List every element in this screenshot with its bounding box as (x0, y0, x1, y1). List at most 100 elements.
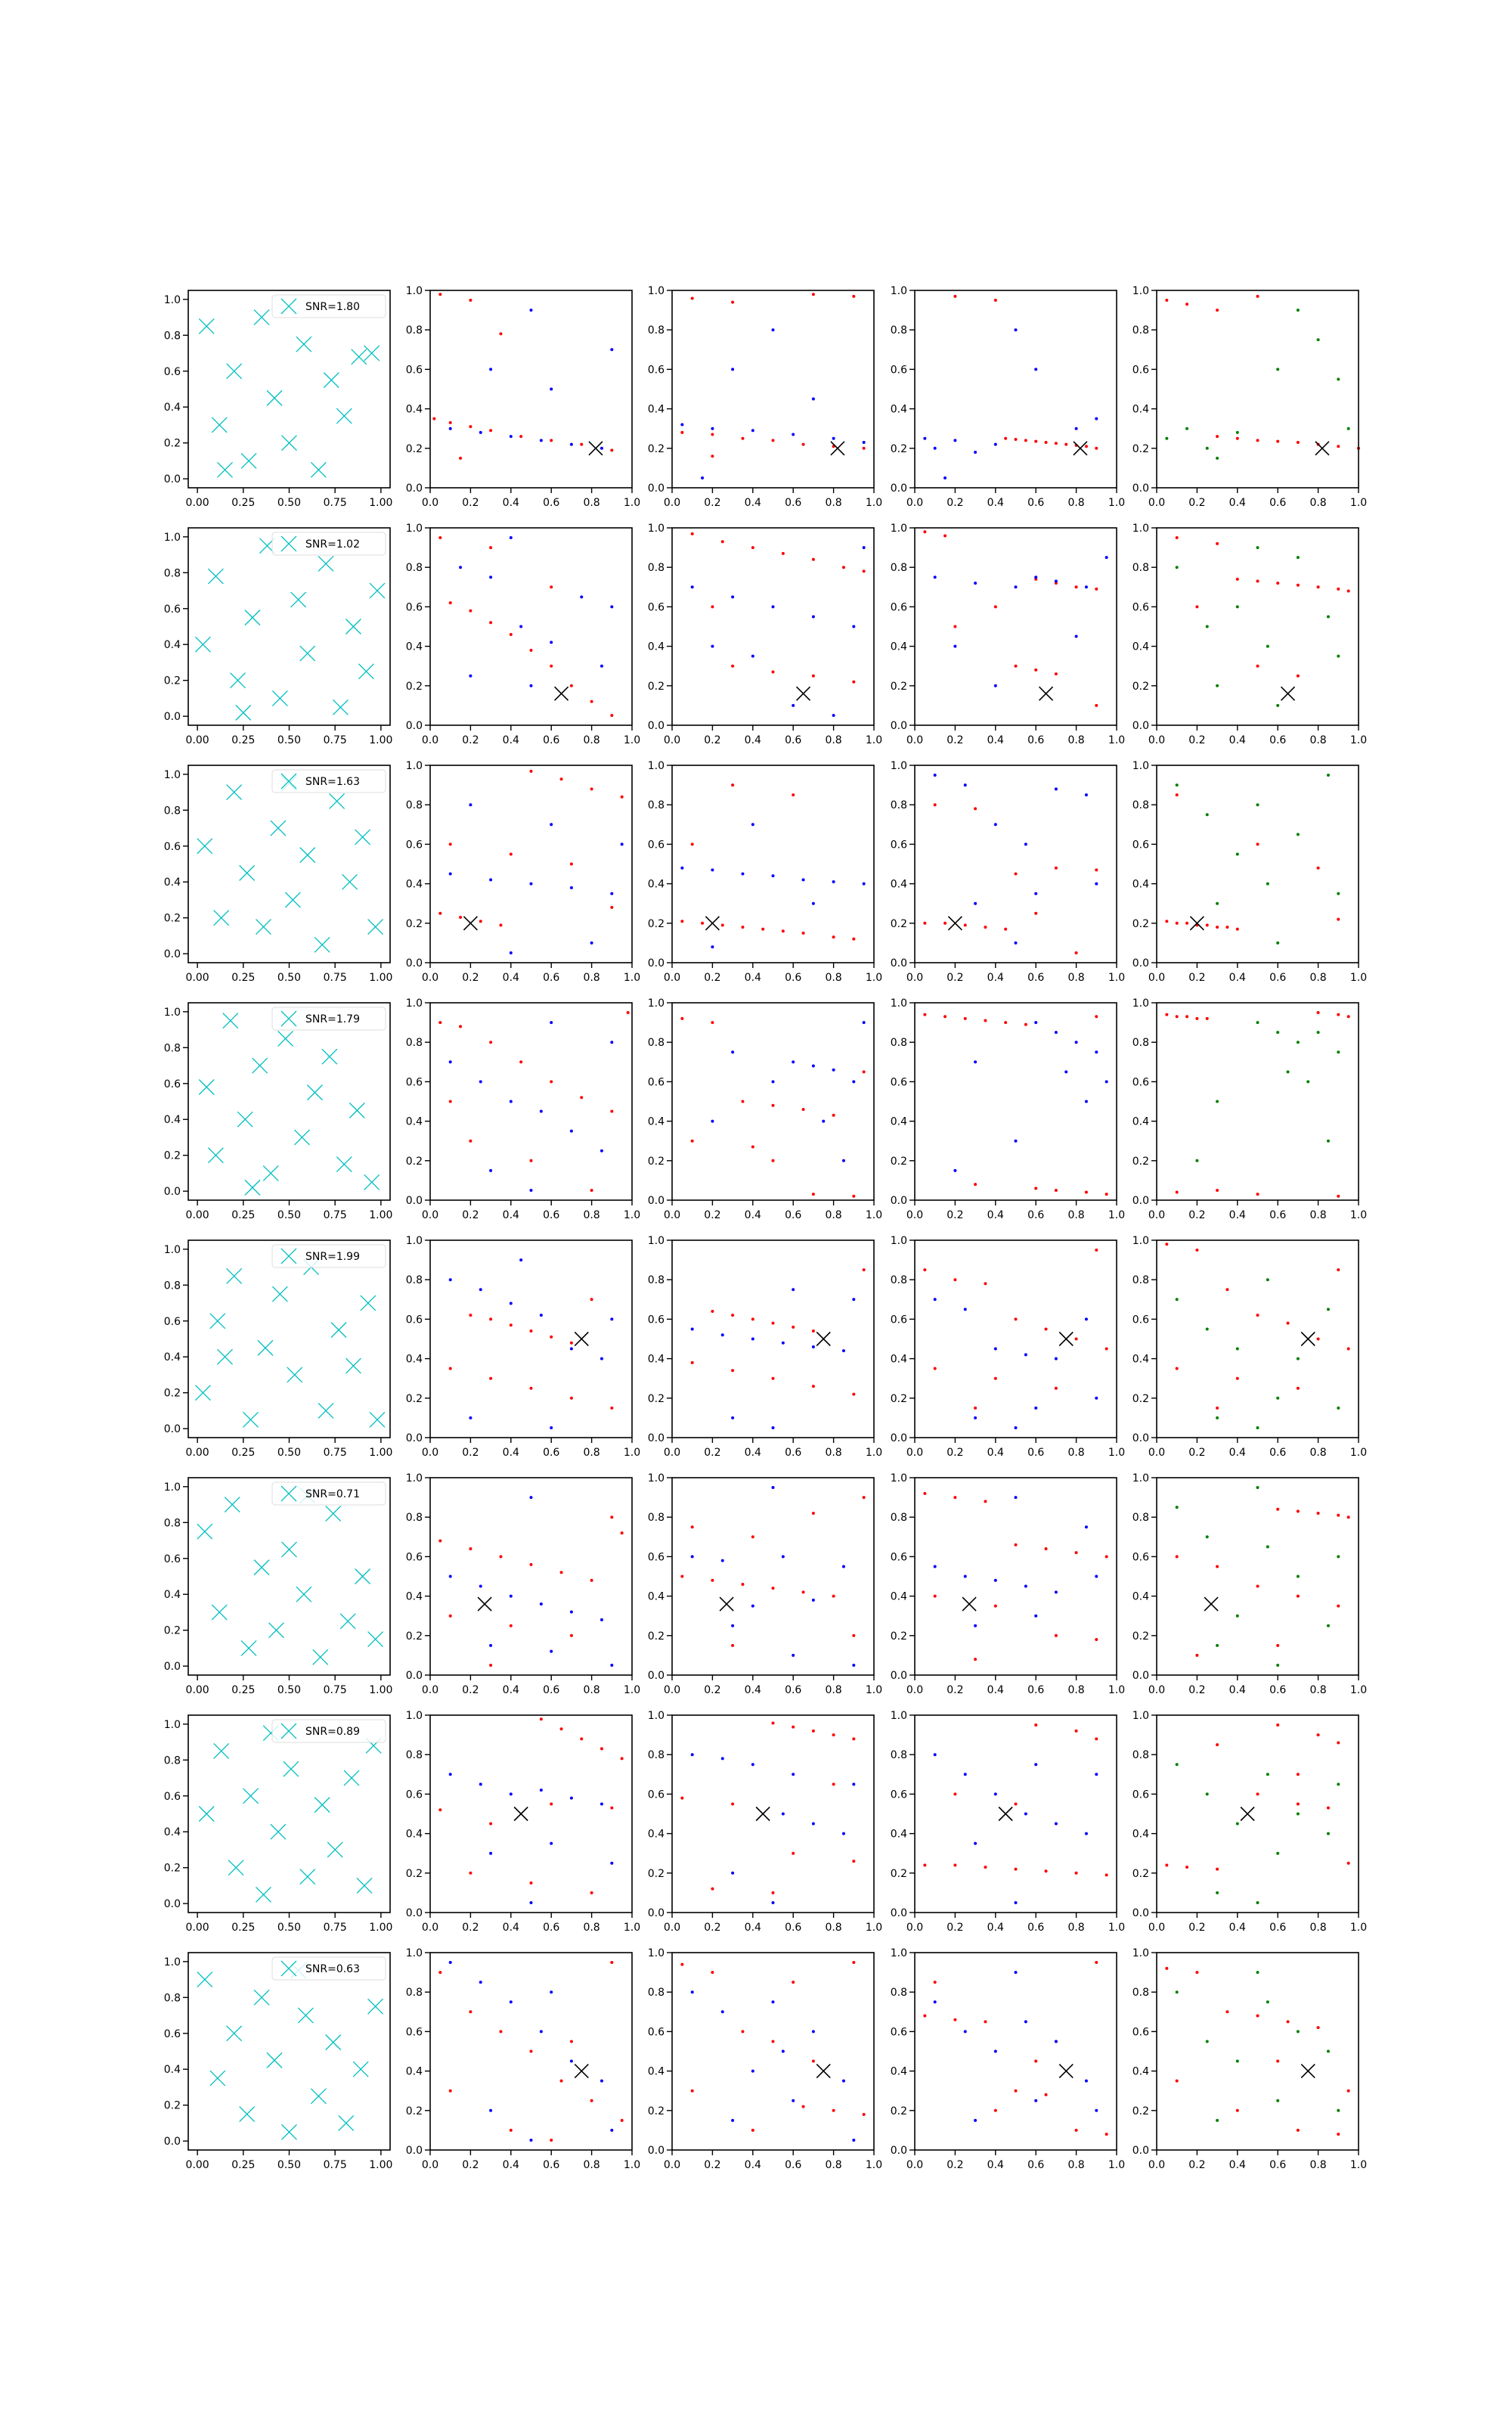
point (741, 2030, 745, 2034)
y-tick-label: 0.2 (406, 2105, 423, 2117)
point (1256, 2014, 1259, 2018)
point (1074, 585, 1078, 589)
axes-frame (914, 1002, 1117, 1201)
point (1095, 446, 1098, 450)
plot-background (672, 528, 874, 725)
panel: 0.0 0.2 0.4 0.6 0.8 1.0 0.0 0.2 0.4 0.6 0.8 1.0 (891, 1235, 1125, 1459)
y-tick-label: 0.0 (648, 1907, 665, 1919)
point (933, 1594, 937, 1598)
point (1216, 1643, 1219, 1647)
point (1316, 866, 1320, 870)
point (1256, 1584, 1259, 1588)
point (1034, 911, 1038, 915)
point (1054, 1590, 1058, 1594)
point (198, 1806, 215, 1822)
x-tick-label: 1.0 (1108, 1922, 1125, 1934)
point (469, 674, 472, 678)
y-tick-label: 1.0 (1132, 1710, 1149, 1722)
x-tick-label: 0.4 (987, 1684, 1004, 1696)
y-tick-label: 0.0 (164, 1186, 181, 1198)
y-tick-label: 0.6 (648, 1314, 665, 1326)
y-tick-label: 1.0 (891, 1472, 907, 1485)
point (1014, 1426, 1018, 1429)
y-tick-label: 0.6 (406, 1314, 423, 1326)
point (448, 1961, 452, 1965)
point (1216, 309, 1219, 312)
y-tick-label: 0.2 (164, 1150, 181, 1162)
y-tick-label: 0.6 (1132, 601, 1149, 613)
point (1004, 1021, 1008, 1025)
point (771, 1721, 775, 1725)
x-tick-label: 0.75 (324, 1684, 347, 1696)
point (550, 1426, 553, 1429)
point (367, 1998, 384, 2015)
point (1054, 1822, 1058, 1826)
point (771, 439, 775, 442)
point (235, 704, 252, 721)
point (832, 1068, 835, 1072)
y-tick-label: 0.0 (406, 482, 423, 495)
x-tick-label: 0.4 (1229, 2159, 1246, 2171)
plot-background (672, 1240, 874, 1438)
point (1296, 674, 1300, 678)
point (1205, 2040, 1209, 2043)
x-tick-label: 0.6 (1269, 734, 1286, 746)
point (489, 576, 493, 579)
x-tick-label: 0.00 (186, 1684, 209, 1696)
legend-marker (280, 1010, 297, 1027)
y-tick-label: 0.0 (891, 720, 907, 732)
point (705, 916, 720, 931)
point (360, 1295, 376, 1311)
point (993, 1792, 997, 1796)
point (253, 309, 270, 326)
point (1337, 1406, 1340, 1410)
x-tick-label: 1.0 (624, 1922, 640, 1934)
point (1105, 1555, 1108, 1559)
point (811, 1193, 815, 1196)
y-tick-label: 1.0 (406, 1472, 423, 1485)
point (479, 920, 482, 923)
y-tick-label: 0.8 (648, 562, 665, 574)
point (801, 2105, 805, 2108)
point (569, 2059, 573, 2063)
point (1074, 634, 1078, 638)
point (574, 2064, 589, 2079)
point (1064, 1070, 1068, 1074)
point (792, 1325, 795, 1329)
y-tick-label: 0.4 (406, 1591, 423, 1603)
y-tick-label: 0.0 (891, 2145, 907, 2157)
x-tick-label: 0.6 (543, 734, 559, 746)
point (720, 1333, 724, 1337)
point (751, 1535, 754, 1539)
x-tick-label: 0.8 (583, 972, 600, 984)
point (590, 1578, 593, 1582)
y-tick-label: 0.8 (406, 799, 423, 811)
legend-box (271, 1244, 386, 1268)
plot-background (1157, 1715, 1359, 1913)
point (1058, 1331, 1074, 1347)
point (811, 674, 815, 678)
point (469, 1314, 472, 1317)
point (459, 566, 463, 569)
point (933, 1367, 937, 1370)
x-tick-label: 1.0 (866, 1209, 882, 1221)
point (1054, 866, 1058, 870)
point (1326, 1806, 1330, 1810)
point (771, 670, 775, 674)
point (1034, 368, 1038, 371)
point (1175, 1763, 1179, 1767)
point (1014, 328, 1018, 332)
point (1095, 1050, 1098, 1054)
point (792, 703, 795, 707)
point (1346, 2089, 1350, 2093)
point (741, 436, 745, 440)
point (559, 777, 563, 781)
point (318, 555, 334, 572)
point (600, 1802, 603, 1806)
x-tick-label: 0.6 (1027, 1684, 1044, 1696)
point (974, 1658, 978, 1661)
y-tick-label: 0.8 (1132, 562, 1149, 574)
point (307, 1084, 323, 1101)
point (509, 435, 513, 439)
